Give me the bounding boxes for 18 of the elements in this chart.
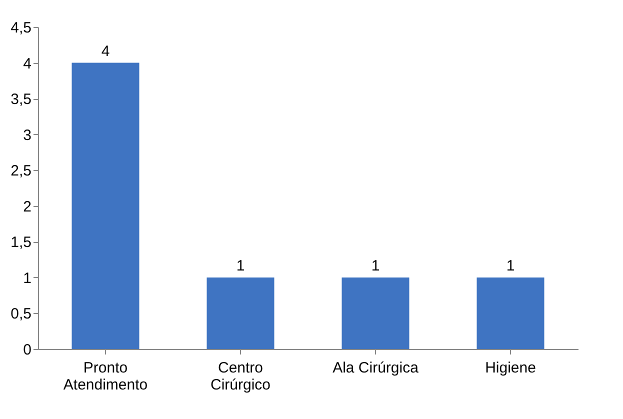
y-tick-label: 3 — [23, 126, 32, 144]
data-label: 1 — [236, 257, 245, 274]
y-tick-label: 3,5 — [10, 91, 32, 108]
x-tick-label: Higiene — [485, 360, 536, 376]
y-tick-label: 1 — [23, 270, 32, 287]
y-tick-label: 0,5 — [10, 306, 32, 323]
y-tick-label: 4 — [23, 55, 32, 72]
x-tick-label: Centro Cirúrgico — [210, 360, 271, 394]
data-label: 4 — [101, 42, 110, 60]
y-tick-label: 4,5 — [10, 20, 32, 36]
y-tick-label: 1,5 — [10, 234, 32, 252]
y-tick-label: 2 — [23, 198, 32, 216]
data-label: 1 — [371, 257, 380, 274]
x-tick-label: Ala Cirúrgica — [332, 360, 420, 376]
x-tick-label: Pronto Atendimento — [63, 360, 148, 394]
y-tick-label: 2,5 — [10, 162, 32, 180]
y-tick-label: 0 — [23, 342, 32, 358]
data-label: 1 — [506, 257, 515, 274]
